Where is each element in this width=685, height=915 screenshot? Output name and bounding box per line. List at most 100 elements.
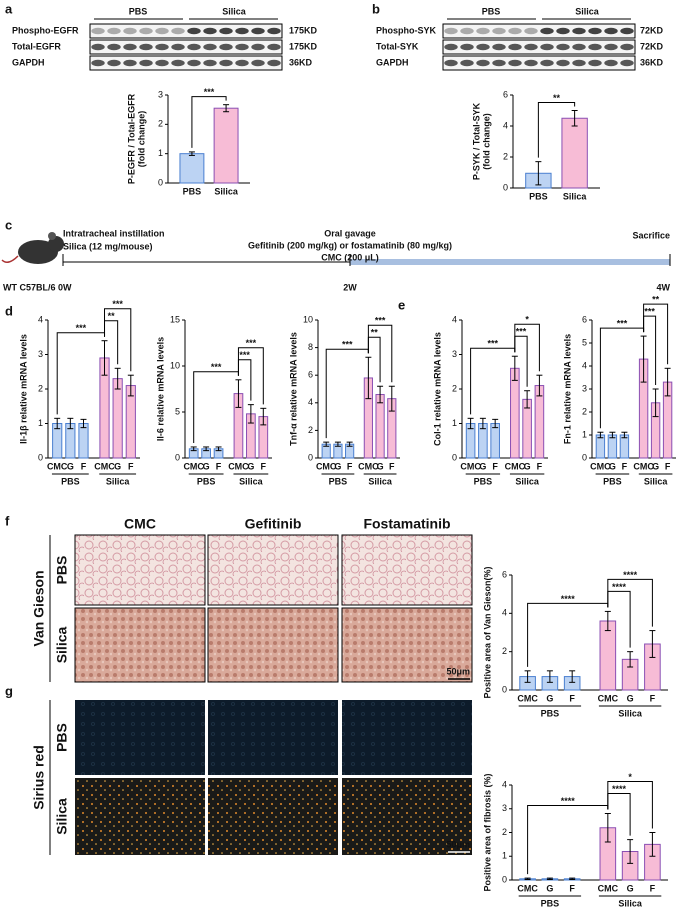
- x-tick-label: G: [546, 883, 553, 893]
- y-tick-label: 1: [452, 418, 457, 428]
- error-bar: [511, 355, 518, 381]
- panel-letter: c: [5, 217, 12, 232]
- micrograph: [341, 534, 473, 606]
- scale-label: 50μm: [446, 839, 470, 849]
- micrograph: [342, 700, 472, 775]
- significance-bracket: [193, 371, 239, 443]
- x-tick-label: CMC: [505, 461, 526, 471]
- y-tick-label: 3: [502, 803, 507, 813]
- significance-label: **: [652, 294, 660, 304]
- blot-band: [604, 43, 618, 51]
- bar: [179, 153, 205, 184]
- blot-band: [219, 27, 233, 35]
- significance-bracket: [514, 323, 540, 372]
- error-bar: [664, 367, 671, 397]
- y-tick-label: 2: [502, 827, 507, 837]
- significance-bracket: [607, 781, 653, 829]
- x-tick-label: CMC: [228, 461, 249, 471]
- blot-band: [572, 59, 586, 67]
- blot-band: [604, 27, 618, 35]
- blot-frame: [442, 39, 636, 55]
- blot-size: 36KD: [289, 57, 313, 67]
- y-tick-label: 4: [582, 360, 587, 370]
- blot-row-label: Total-EGFR: [12, 41, 61, 51]
- panel-letter: e: [398, 297, 405, 312]
- y-axis-label: P-EGFR / Total-EGFR: [126, 93, 136, 184]
- y-tick-label: 2: [503, 151, 508, 161]
- blot-band: [155, 27, 169, 35]
- blot-band: [604, 59, 618, 67]
- significance-label: ****: [561, 594, 576, 604]
- blot-band: [91, 43, 105, 51]
- blot-row-label: Phospho-SYK: [376, 25, 436, 35]
- y-tick-label: 1: [158, 148, 163, 158]
- blot-band: [171, 27, 185, 35]
- y-tick-label: 2: [582, 406, 587, 416]
- x-tick-label: F: [389, 461, 395, 471]
- x-tick-label: G: [609, 461, 616, 471]
- blot-band: [476, 27, 490, 35]
- micrograph: [75, 700, 205, 775]
- x-tick-label: G: [203, 461, 210, 471]
- error-bar: [101, 340, 108, 376]
- x-tick-label: G: [627, 883, 634, 893]
- error-bar: [323, 441, 330, 447]
- panel-letter: a: [5, 1, 13, 16]
- y-tick-label: 2: [308, 425, 313, 435]
- blot-band: [508, 43, 522, 51]
- significance-bracket: [470, 347, 516, 415]
- significance-label: ****: [612, 582, 627, 592]
- x-tick-label: CMC: [517, 693, 538, 703]
- blot-group-label: PBS: [129, 6, 148, 16]
- significance-label: ***: [112, 299, 123, 309]
- y-tick-label: 0: [502, 874, 507, 884]
- y-tick-label: 3: [38, 349, 43, 359]
- significance-label: **: [371, 328, 379, 338]
- significance-bracket: [643, 303, 669, 365]
- y-tick-label: 10: [170, 360, 180, 370]
- blot-band: [267, 59, 281, 67]
- significance-label: *: [628, 772, 632, 782]
- bar: [534, 385, 545, 459]
- micrograph: [74, 607, 206, 683]
- y-tick-label: 0: [503, 182, 508, 192]
- y-tick-label: 0: [38, 452, 43, 462]
- error-bar: [649, 832, 656, 857]
- significance-bracket: [325, 348, 369, 439]
- blot-band: [540, 43, 554, 51]
- x-tick-label: F: [81, 461, 87, 471]
- significance-bracket: [537, 102, 576, 158]
- blot-band: [139, 27, 153, 35]
- error-bar: [640, 335, 647, 383]
- bar: [561, 117, 588, 189]
- column-header: CMC: [124, 516, 156, 532]
- error-bar: [467, 417, 474, 430]
- x-tick-label: F: [569, 693, 575, 703]
- blot-band: [492, 43, 506, 51]
- group-label: PBS: [329, 476, 348, 486]
- blot-band: [556, 59, 570, 67]
- row-label: PBS: [54, 723, 70, 752]
- blot-frame: [442, 55, 636, 71]
- blot-band: [107, 43, 121, 51]
- micrograph: [341, 607, 473, 683]
- y-tick-label: 5: [175, 406, 180, 416]
- y-tick-label: 5: [582, 337, 587, 347]
- blot-band: [460, 27, 474, 35]
- x-tick-label: F: [537, 461, 543, 471]
- y-tick-label: 0: [502, 684, 507, 694]
- blot-band: [235, 43, 249, 51]
- bar: [510, 367, 520, 459]
- y-axis-label: Col-1 relative mRNA levels: [432, 332, 442, 446]
- x-tick-label: CMC: [316, 461, 337, 471]
- significance-bracket: [599, 327, 645, 429]
- blot-band: [588, 27, 602, 35]
- y-tick-label: 2: [452, 383, 457, 393]
- bar: [112, 378, 123, 459]
- y-tick-label: 0: [582, 452, 587, 462]
- bar: [125, 385, 136, 459]
- blot-band: [187, 59, 201, 67]
- error-bar: [235, 379, 242, 408]
- error-bar: [80, 418, 87, 429]
- scale-label: 50μm: [446, 666, 470, 676]
